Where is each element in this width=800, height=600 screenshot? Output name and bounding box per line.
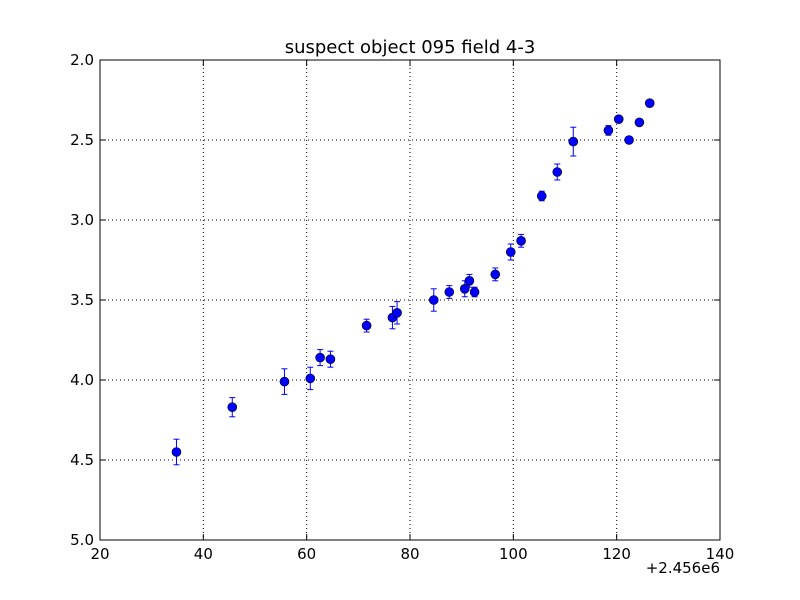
data-point — [392, 301, 402, 325]
point-marker — [459, 283, 470, 294]
point-marker — [469, 287, 480, 297]
data-point — [613, 114, 624, 124]
x-tick-label: 100 — [499, 545, 528, 563]
point-marker — [392, 307, 402, 318]
data-point — [464, 273, 475, 288]
point-marker — [428, 295, 439, 305]
point-marker — [536, 191, 547, 201]
data-marks — [171, 98, 655, 466]
y-tick-label: 3.0 — [70, 211, 94, 229]
data-point — [171, 438, 182, 466]
point-marker — [444, 287, 455, 297]
point-marker — [634, 117, 645, 128]
point-marker — [464, 275, 475, 286]
data-point — [634, 117, 645, 128]
x-tick-label: 60 — [297, 545, 316, 563]
data-point — [428, 288, 439, 312]
point-marker — [171, 447, 182, 457]
data-point — [279, 368, 290, 395]
data-point — [505, 243, 516, 261]
data-point — [552, 163, 563, 181]
point-marker — [603, 125, 614, 136]
point-marker — [613, 114, 624, 124]
y-tick-label: 4.0 — [70, 371, 94, 389]
x-tick-label: 120 — [602, 545, 631, 563]
data-point — [227, 397, 238, 418]
ticks: 20 40 60 80 100 120 140 2.0 2.5 3.0 3.5 4.0 4.5 5.0 — [70, 51, 734, 563]
x-tick-label: 80 — [400, 545, 419, 563]
data-point — [444, 285, 455, 299]
point-marker — [516, 236, 526, 246]
point-marker — [279, 376, 290, 387]
point-marker — [505, 247, 516, 257]
point-marker — [305, 373, 316, 384]
point-marker — [552, 167, 563, 177]
data-point — [568, 126, 579, 157]
point-marker — [568, 136, 579, 147]
y-tick-label: 4.5 — [70, 451, 94, 469]
data-point — [536, 190, 547, 202]
point-marker — [325, 354, 336, 365]
y-tick-label: 5.0 — [70, 531, 94, 549]
data-point — [469, 286, 480, 298]
x-offset-label: +2.456e6 — [646, 559, 720, 577]
point-marker — [490, 269, 501, 280]
point-marker — [315, 352, 325, 363]
grid — [100, 60, 720, 540]
data-point — [516, 233, 526, 248]
data-point — [603, 125, 614, 136]
data-point — [644, 98, 655, 108]
chart-title: suspect object 095 field 4-3 — [285, 37, 536, 58]
data-point — [305, 366, 316, 391]
data-point — [361, 318, 372, 333]
data-point — [459, 280, 470, 298]
point-marker — [644, 98, 655, 108]
point-marker — [361, 320, 372, 331]
x-tick-label: 40 — [194, 545, 213, 563]
data-point — [490, 267, 501, 282]
data-point — [315, 349, 325, 367]
y-tick-label: 2.0 — [70, 51, 94, 69]
y-tick-label: 3.5 — [70, 291, 94, 309]
point-marker — [227, 402, 238, 413]
x-tick-label: 20 — [90, 545, 109, 563]
data-point — [624, 135, 634, 145]
point-marker — [624, 135, 634, 145]
y-tick-label: 2.5 — [70, 131, 94, 149]
data-point — [325, 350, 336, 368]
x-tick-label: 140 — [706, 545, 735, 563]
